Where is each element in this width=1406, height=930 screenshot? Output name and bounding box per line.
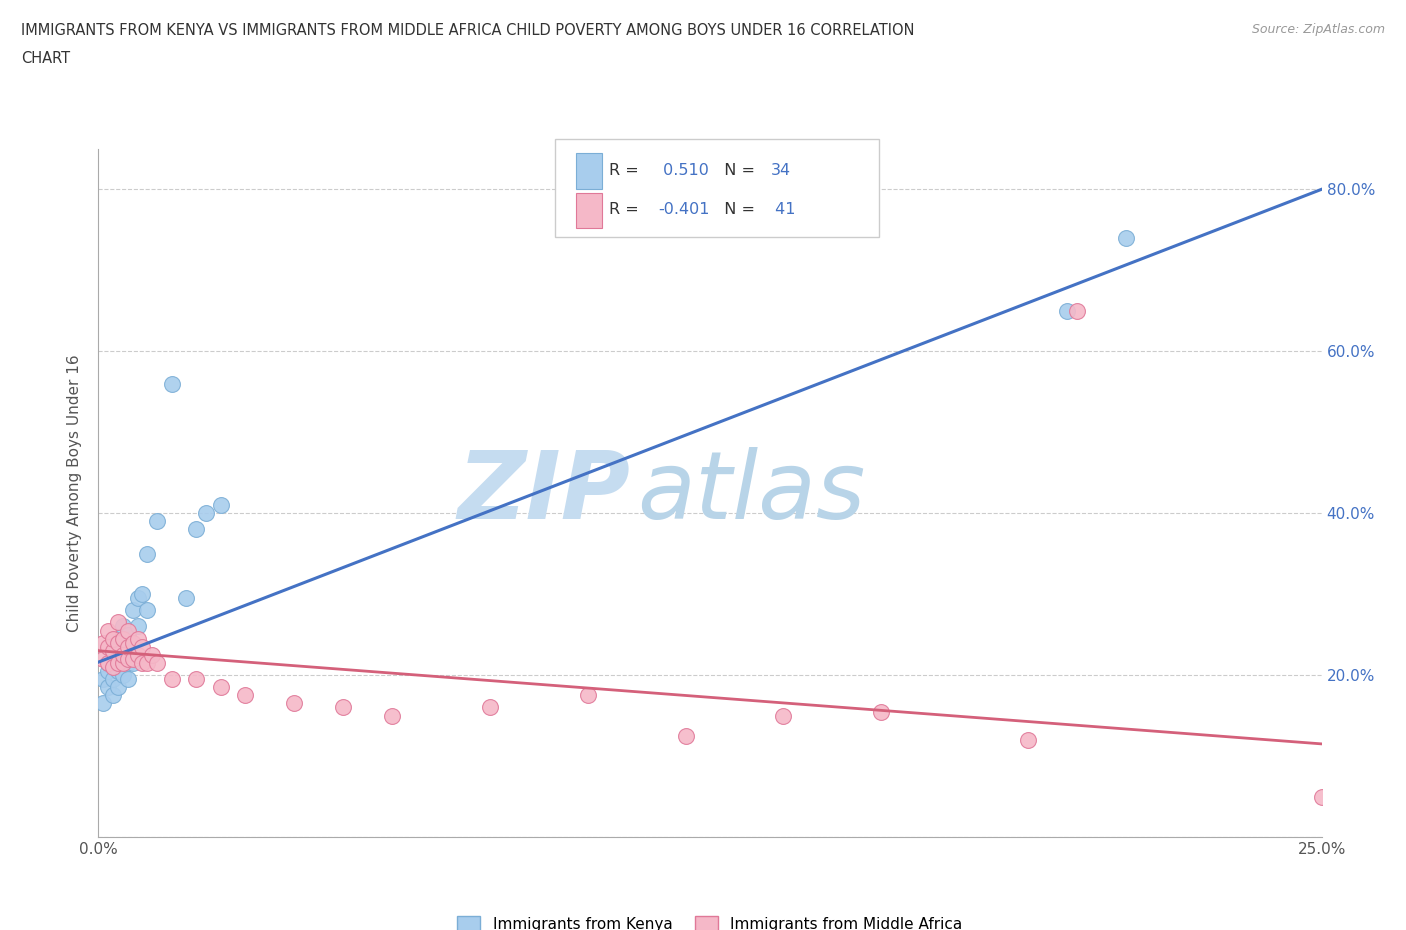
Point [136, 603, 159, 618]
Point [1017, 733, 1039, 748]
Point [121, 651, 143, 666]
Point [195, 506, 218, 521]
Text: CHART: CHART [21, 51, 70, 66]
Point [127, 631, 149, 646]
Text: -0.401: -0.401 [658, 202, 710, 217]
Text: ZIP: ZIP [457, 447, 630, 538]
Point [117, 627, 139, 642]
Text: 34: 34 [770, 163, 790, 178]
Point [97, 656, 120, 671]
Point [146, 656, 169, 671]
Point [101, 647, 124, 662]
Point [186, 671, 208, 686]
Point [101, 656, 124, 671]
Point [381, 708, 404, 723]
Point [101, 659, 124, 674]
Point [576, 688, 599, 703]
Point [1056, 303, 1078, 318]
Point [111, 635, 134, 650]
Point [160, 671, 183, 686]
Point [127, 619, 149, 634]
Point [91, 671, 114, 686]
Point [121, 656, 143, 671]
Point [870, 704, 893, 719]
Point [117, 656, 139, 671]
Point [107, 664, 129, 679]
Point [772, 708, 794, 723]
Point [107, 680, 129, 695]
Point [136, 656, 159, 671]
Point [131, 656, 153, 671]
Point [117, 623, 139, 638]
Point [136, 546, 159, 561]
Point [131, 639, 153, 654]
Point [111, 668, 134, 683]
Point [101, 631, 124, 646]
Point [233, 688, 256, 703]
Point [176, 591, 198, 605]
Text: Source: ZipAtlas.com: Source: ZipAtlas.com [1251, 23, 1385, 36]
Point [107, 635, 129, 650]
Y-axis label: Child Poverty Among Boys Under 16: Child Poverty Among Boys Under 16 [67, 354, 83, 631]
Point [101, 644, 124, 658]
Text: N =: N = [714, 202, 761, 217]
Point [101, 671, 124, 686]
Point [121, 603, 143, 618]
Point [97, 656, 120, 671]
Point [121, 635, 143, 650]
Point [1115, 231, 1137, 246]
Point [209, 498, 232, 512]
Point [127, 647, 149, 662]
Point [101, 688, 124, 703]
Point [97, 680, 120, 695]
Point [107, 656, 129, 671]
Point [1310, 789, 1333, 804]
Text: N =: N = [714, 163, 761, 178]
Point [117, 651, 139, 666]
Point [111, 647, 134, 662]
Point [97, 664, 120, 679]
Legend: Immigrants from Kenya, Immigrants from Middle Africa: Immigrants from Kenya, Immigrants from M… [451, 910, 969, 930]
Point [209, 680, 232, 695]
Point [283, 696, 305, 711]
Point [160, 376, 183, 391]
Point [1066, 303, 1088, 318]
Point [97, 623, 120, 638]
Text: atlas: atlas [637, 447, 865, 538]
Point [97, 639, 120, 654]
Point [111, 619, 134, 634]
Point [111, 631, 134, 646]
Point [107, 615, 129, 630]
Point [91, 635, 114, 650]
Point [131, 587, 153, 602]
Text: R =: R = [609, 202, 644, 217]
Point [91, 651, 114, 666]
Text: IMMIGRANTS FROM KENYA VS IMMIGRANTS FROM MIDDLE AFRICA CHILD POVERTY AMONG BOYS : IMMIGRANTS FROM KENYA VS IMMIGRANTS FROM… [21, 23, 914, 38]
Point [111, 651, 134, 666]
Point [107, 647, 129, 662]
Point [111, 656, 134, 671]
Point [117, 639, 139, 654]
Point [675, 728, 697, 743]
Text: 0.510: 0.510 [658, 163, 709, 178]
Text: R =: R = [609, 163, 644, 178]
Text: 41: 41 [770, 202, 796, 217]
Point [332, 700, 354, 715]
Point [141, 647, 163, 662]
Point [117, 671, 139, 686]
Point [91, 696, 114, 711]
Point [478, 700, 501, 715]
Point [127, 591, 149, 605]
Point [146, 513, 169, 528]
Point [186, 522, 208, 537]
